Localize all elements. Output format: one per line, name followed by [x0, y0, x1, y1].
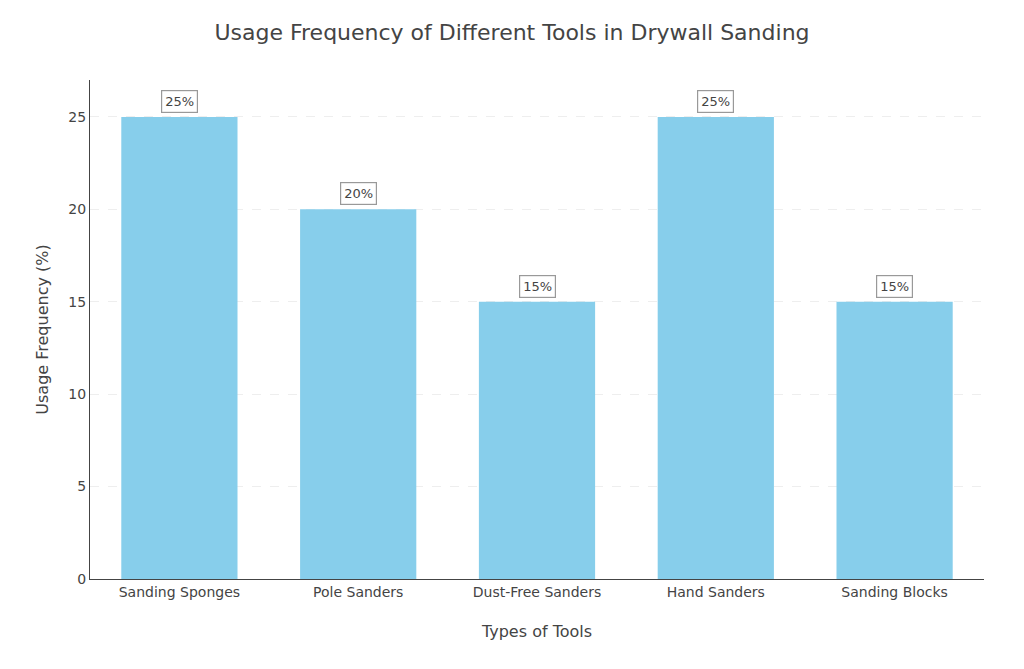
svg-text:15: 15: [68, 294, 86, 310]
svg-text:Usage Frequency (%): Usage Frequency (%): [33, 244, 52, 414]
svg-text:Sanding Blocks: Sanding Blocks: [841, 584, 947, 600]
svg-text:Usage Frequency of Different T: Usage Frequency of Different Tools in Dr…: [214, 20, 809, 45]
svg-text:25: 25: [68, 109, 86, 125]
svg-text:25%: 25%: [165, 94, 194, 109]
svg-text:20: 20: [68, 201, 86, 217]
svg-text:25%: 25%: [701, 94, 730, 109]
svg-text:10: 10: [68, 386, 86, 402]
svg-text:Sanding Sponges: Sanding Sponges: [119, 584, 240, 600]
svg-text:0: 0: [77, 571, 86, 587]
svg-text:Pole Sanders: Pole Sanders: [313, 584, 403, 600]
svg-text:Types of Tools: Types of Tools: [481, 622, 592, 641]
svg-text:Hand Sanders: Hand Sanders: [667, 584, 765, 600]
svg-text:Dust-Free Sanders: Dust-Free Sanders: [473, 584, 602, 600]
svg-text:15%: 15%: [523, 279, 552, 294]
svg-text:15%: 15%: [880, 279, 909, 294]
svg-text:5: 5: [77, 478, 86, 494]
svg-text:20%: 20%: [344, 186, 373, 201]
